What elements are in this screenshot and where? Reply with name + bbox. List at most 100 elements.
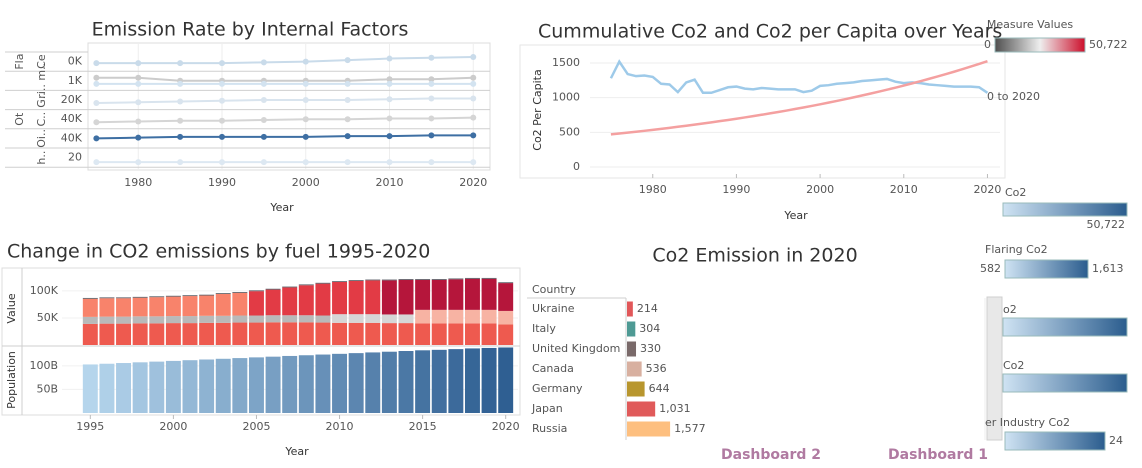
bar-segment [381, 279, 397, 281]
legend-title: Measure Values [987, 18, 1073, 31]
bar-segment [232, 315, 248, 323]
data-dot [302, 159, 309, 166]
bar-segment [282, 355, 298, 413]
bar-segment [165, 360, 181, 413]
dashboard-tab[interactable]: Dashboard 1 [888, 447, 988, 463]
row-tick-label: 20 [68, 151, 82, 164]
bar-segment [298, 315, 314, 323]
legend-label: 50,722 [1089, 38, 1128, 51]
bar-segment [248, 315, 264, 323]
row-tick-label: 40K [61, 131, 83, 144]
data-dot [386, 55, 393, 62]
data-dot [219, 159, 225, 166]
legend-gradient [1002, 373, 1128, 393]
x-axis-title: Year [269, 201, 294, 214]
bar-segment [398, 279, 414, 280]
bar-segment [431, 309, 447, 324]
x-tick-label: 1990 [722, 183, 750, 196]
data-dot [93, 74, 100, 81]
bar-segment [282, 286, 298, 288]
bar-segment [348, 322, 364, 345]
bar-segment [182, 296, 198, 317]
data-dot [93, 135, 100, 142]
bar-segment [132, 297, 148, 317]
data-dot [93, 60, 100, 67]
legend-gradient [994, 37, 1086, 53]
x-tick-label: 2010 [376, 176, 404, 189]
bar-segment [332, 282, 348, 315]
bar-segment [365, 280, 381, 315]
bar-segment [365, 279, 381, 281]
x-tick-label: 2010 [326, 420, 354, 433]
bar-segment [82, 298, 98, 317]
dashboard-tab[interactable]: Dashboard 2 [721, 447, 821, 463]
bar-segment [116, 298, 132, 317]
data-dot [428, 54, 435, 61]
scrollbar[interactable] [986, 296, 1003, 441]
bar-segment [431, 323, 447, 345]
data-dot [135, 80, 142, 87]
data-dot [386, 133, 393, 140]
data-dot [344, 159, 351, 166]
data-dot [470, 74, 477, 81]
data-dot [219, 133, 225, 140]
bar-segment [265, 288, 281, 290]
series-line [96, 97, 474, 105]
bar-segment [398, 351, 414, 413]
bar-segment [82, 364, 98, 413]
bar-segment [448, 278, 464, 280]
bar-segment [248, 357, 264, 413]
bar-segment [265, 289, 281, 316]
y-tick-label: 100B [29, 359, 58, 372]
data-dot [177, 133, 184, 140]
bar-segment [381, 314, 397, 324]
bar [627, 341, 637, 357]
bar-segment [182, 360, 198, 413]
data-dot [93, 159, 100, 166]
category-label: Russia [532, 422, 567, 435]
row-tick-label: 20K [61, 93, 83, 106]
legend-label: 50,722 [1087, 218, 1126, 231]
data-dot [386, 76, 393, 83]
bar-segment [82, 297, 98, 299]
data-dot [428, 115, 435, 122]
data-dot [344, 80, 351, 87]
legend-title: er Industry Co2 [985, 416, 1070, 429]
bar-segment [82, 316, 98, 324]
legend-gradient [1004, 431, 1106, 451]
x-tick-label: 2010 [890, 183, 918, 196]
data-dot [93, 119, 100, 126]
data-dot [135, 60, 142, 67]
data-dot [260, 116, 267, 123]
y-tick-label: 0 [573, 160, 580, 173]
bar-segment [398, 314, 414, 324]
bar-segment [498, 282, 514, 284]
bar-segment [398, 279, 414, 315]
bar-segment [99, 363, 115, 413]
bar-segment [315, 315, 331, 323]
row-label: h.. [35, 151, 48, 165]
pane-label: Population [5, 351, 18, 409]
bar-segment [464, 278, 480, 310]
bar-segment [348, 280, 364, 315]
bar-segment [332, 353, 348, 413]
bar-segment [481, 309, 497, 324]
data-dot [428, 80, 435, 87]
legend-title: Co2 [1005, 186, 1026, 199]
bar-segment [381, 323, 397, 345]
category-label: Canada [532, 362, 574, 375]
legend-title: Flaring Co2 [985, 243, 1048, 256]
x-tick-label: 2020 [973, 183, 1001, 196]
x-axis-title: Year [783, 209, 808, 222]
data-dot [219, 80, 225, 87]
bar-segment [232, 322, 248, 345]
data-dot [386, 80, 393, 87]
data-dot [470, 80, 477, 87]
bar-segment [215, 322, 231, 345]
bar-segment [315, 283, 331, 316]
row-label: C.. [35, 112, 48, 127]
bar [627, 301, 633, 317]
category-label: Ukraine [532, 302, 575, 315]
x-tick-label: 1980 [639, 183, 667, 196]
chart-title: Co2 Emission in 2020 [652, 245, 857, 267]
